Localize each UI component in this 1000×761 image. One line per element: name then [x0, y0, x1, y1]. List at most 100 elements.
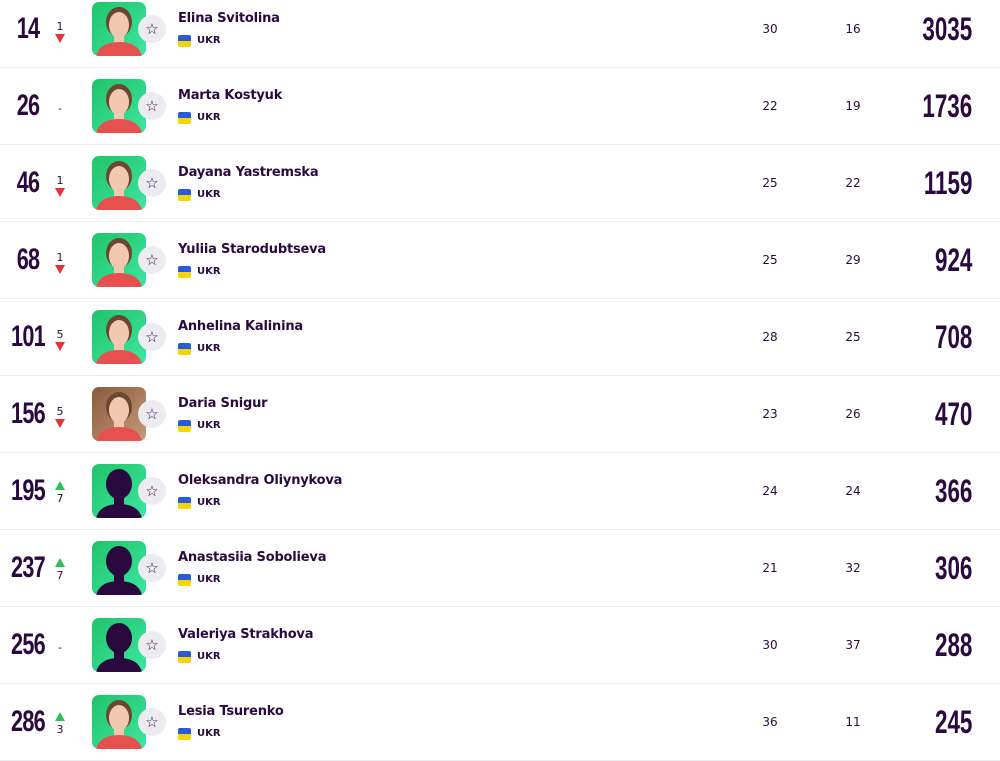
- rank: 156: [11, 397, 46, 430]
- ukraine-flag-icon: [178, 266, 191, 278]
- points: 245: [934, 704, 972, 740]
- country-code: UKR: [197, 189, 221, 200]
- rank-movement: 7: [48, 550, 72, 590]
- player-avatar[interactable]: [92, 541, 146, 595]
- stat-column-1: 23: [762, 407, 778, 421]
- stat-column-2: 32: [845, 561, 861, 575]
- favorite-star-icon[interactable]: ☆: [138, 92, 166, 120]
- favorite-star-icon[interactable]: ☆: [138, 554, 166, 582]
- movement-value: 1: [56, 19, 64, 33]
- country-code: UKR: [197, 343, 221, 354]
- country-code: UKR: [197, 574, 221, 585]
- ukraine-flag-icon: [178, 651, 191, 663]
- rank-movement: 1: [48, 11, 72, 51]
- rank: 195: [11, 474, 46, 507]
- player-name[interactable]: Anhelina Kalinina: [178, 319, 303, 334]
- rank-movement: 7: [48, 473, 72, 513]
- stat-column-1: 30: [762, 22, 778, 36]
- rank: 68: [16, 243, 40, 276]
- rank: 14: [16, 12, 40, 45]
- movement-value: 3: [56, 723, 64, 736]
- ukraine-flag-icon: [178, 574, 191, 586]
- player-avatar[interactable]: [92, 618, 146, 672]
- arrow-up-icon: [55, 712, 65, 721]
- points: 1736: [922, 88, 972, 124]
- favorite-star-icon[interactable]: ☆: [138, 15, 166, 43]
- player-row[interactable]: 26 - ☆ Marta Kostyuk UKR 22 19 1736: [0, 68, 1000, 145]
- country-code: UKR: [197, 497, 221, 508]
- points: 924: [934, 242, 972, 278]
- favorite-star-icon[interactable]: ☆: [138, 400, 166, 428]
- stat-column-1: 21: [762, 561, 778, 575]
- movement-value: -: [58, 640, 62, 654]
- player-avatar[interactable]: [92, 156, 146, 210]
- movement-value: 5: [56, 404, 64, 418]
- player-name[interactable]: Daria Snigur: [178, 396, 268, 411]
- player-avatar[interactable]: [92, 387, 146, 441]
- favorite-star-icon[interactable]: ☆: [138, 631, 166, 659]
- ukraine-flag-icon: [178, 420, 191, 432]
- rank-movement: -: [48, 88, 72, 128]
- movement-value: -: [58, 101, 62, 115]
- player-name[interactable]: Dayana Yastremska: [178, 165, 319, 180]
- player-row[interactable]: 286 3 ☆ Lesia Tsurenko UKR 36 11 245: [0, 684, 1000, 761]
- stat-column-2: 22: [845, 176, 861, 190]
- arrow-down-icon: [55, 418, 65, 428]
- player-name[interactable]: Marta Kostyuk: [178, 88, 283, 103]
- favorite-star-icon[interactable]: ☆: [138, 477, 166, 505]
- player-avatar[interactable]: [92, 233, 146, 287]
- rank-movement: 1: [48, 165, 72, 205]
- player-name[interactable]: Lesia Tsurenko: [178, 704, 284, 719]
- movement-value: 1: [56, 173, 64, 187]
- ukraine-flag-icon: [178, 497, 191, 509]
- stat-column-2: 26: [845, 407, 861, 421]
- player-row[interactable]: 256- ☆ Valeriya Strakhova UKR 30 37 288: [0, 607, 1000, 684]
- rank-movement: -: [48, 627, 72, 667]
- movement-value: 7: [56, 492, 64, 505]
- points: 288: [934, 627, 972, 663]
- player-avatar[interactable]: [92, 79, 146, 133]
- stat-column-2: 25: [845, 330, 861, 344]
- points: 708: [934, 319, 972, 355]
- favorite-star-icon[interactable]: ☆: [138, 323, 166, 351]
- arrow-up-icon: [55, 481, 65, 490]
- favorite-star-icon[interactable]: ☆: [138, 708, 166, 736]
- rank-movement: 1: [48, 242, 72, 282]
- rank: 46: [16, 166, 40, 199]
- player-row[interactable]: 68 1 ☆ Yuliia Starodubtseva UKR 25 29 924: [0, 222, 1000, 299]
- points: 366: [934, 473, 972, 509]
- player-avatar[interactable]: [92, 2, 146, 56]
- player-row[interactable]: 14 1 ☆ Elina Svitolina UKR 30 16 3035: [0, 0, 1000, 68]
- points: 1159: [923, 165, 972, 201]
- points: 306: [934, 550, 972, 586]
- player-row[interactable]: 195 7 ☆ Oleksandra Oliynykova UKR 24 24 366: [0, 453, 1000, 530]
- points: 470: [934, 396, 972, 432]
- player-name[interactable]: Yuliia Starodubtseva: [178, 242, 326, 257]
- rank: 101: [11, 320, 46, 353]
- stat-column-2: 19: [845, 99, 861, 113]
- country-code: UKR: [197, 266, 221, 277]
- favorite-star-icon[interactable]: ☆: [138, 169, 166, 197]
- rank: 237: [11, 551, 46, 584]
- stat-column-1: 36: [762, 715, 778, 729]
- player-name[interactable]: Oleksandra Oliynykova: [178, 473, 343, 488]
- ukraine-flag-icon: [178, 728, 191, 740]
- arrow-down-icon: [55, 341, 65, 351]
- player-name[interactable]: Anastasiia Sobolieva: [178, 550, 327, 565]
- stat-column-1: 25: [762, 176, 778, 190]
- player-row[interactable]: 156 5 ☆ Daria Snigur UKR 23 26 470: [0, 376, 1000, 453]
- arrow-down-icon: [55, 187, 65, 197]
- ukraine-flag-icon: [178, 112, 191, 124]
- arrow-down-icon: [55, 33, 65, 43]
- player-name[interactable]: Elina Svitolina: [178, 11, 280, 26]
- player-row[interactable]: 46 1 ☆ Dayana Yastremska UKR 25 22 1159: [0, 145, 1000, 222]
- stat-column-1: 30: [762, 638, 778, 652]
- country-code: UKR: [197, 728, 221, 739]
- player-avatar[interactable]: [92, 464, 146, 518]
- player-name[interactable]: Valeriya Strakhova: [178, 627, 314, 642]
- favorite-star-icon[interactable]: ☆: [138, 246, 166, 274]
- player-avatar[interactable]: [92, 310, 146, 364]
- player-row[interactable]: 101 5 ☆ Anhelina Kalinina UKR 28 25 708: [0, 299, 1000, 376]
- player-row[interactable]: 237 7 ☆ Anastasiia Sobolieva UKR 21 32 306: [0, 530, 1000, 607]
- rank: 286: [11, 705, 46, 738]
